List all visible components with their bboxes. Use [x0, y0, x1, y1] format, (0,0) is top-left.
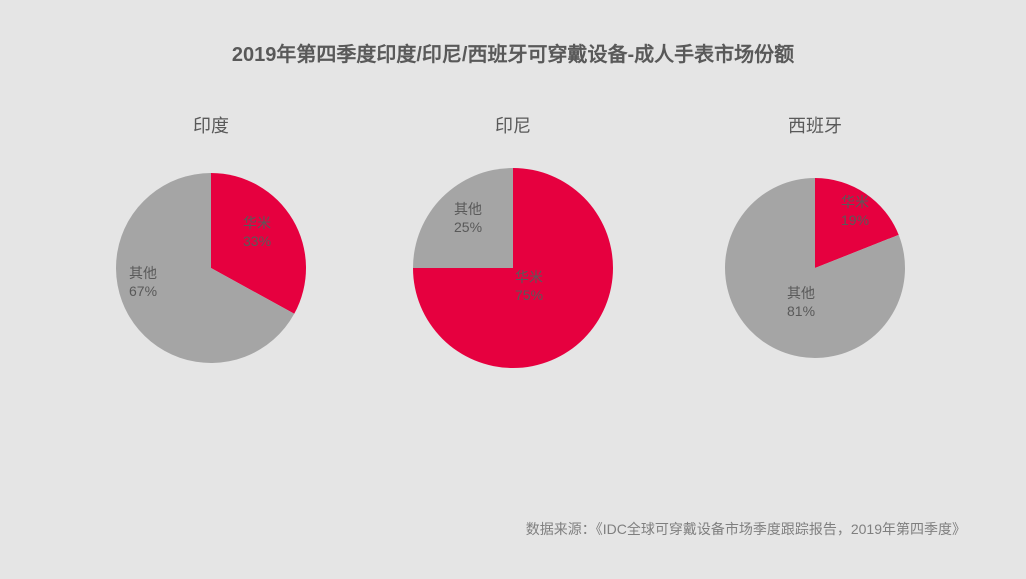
pie-chart: 华米75% 其他25%: [413, 168, 613, 368]
chart-subtitle: 西班牙: [788, 112, 842, 138]
slice-label-huami: 华米19%: [841, 193, 869, 229]
slice-label-other: 其他67%: [129, 264, 157, 300]
data-source: 数据来源：《IDC全球可穿戴设备市场季度跟踪报告，2019年第四季度》: [526, 519, 966, 539]
pie-chart-block: 印度华米33% 其他67%: [71, 112, 351, 368]
chart-subtitle: 印尼: [495, 112, 531, 138]
pie-chart-block: 印尼华米75% 其他25%: [373, 112, 653, 368]
pie-chart: 华米33% 其他67%: [111, 168, 311, 368]
slice-label-huami: 华米33%: [243, 214, 271, 250]
pie-chart: 华米19% 其他81%: [715, 168, 915, 368]
chart-title: 2019年第四季度印度/印尼/西班牙可穿戴设备-成人手表市场份额: [0, 0, 1026, 67]
slice-label-huami: 华米75%: [515, 268, 543, 304]
chart-subtitle: 印度: [193, 112, 229, 138]
pie-chart-block: 西班牙华米19% 其他81%: [675, 112, 955, 368]
slice-label-other: 其他25%: [454, 200, 482, 236]
charts-container: 印度华米33% 其他67% 印尼华米75% 其他25% 西班牙华米19% 其他81%: [0, 112, 1026, 368]
slice-label-other: 其他81%: [787, 284, 815, 320]
